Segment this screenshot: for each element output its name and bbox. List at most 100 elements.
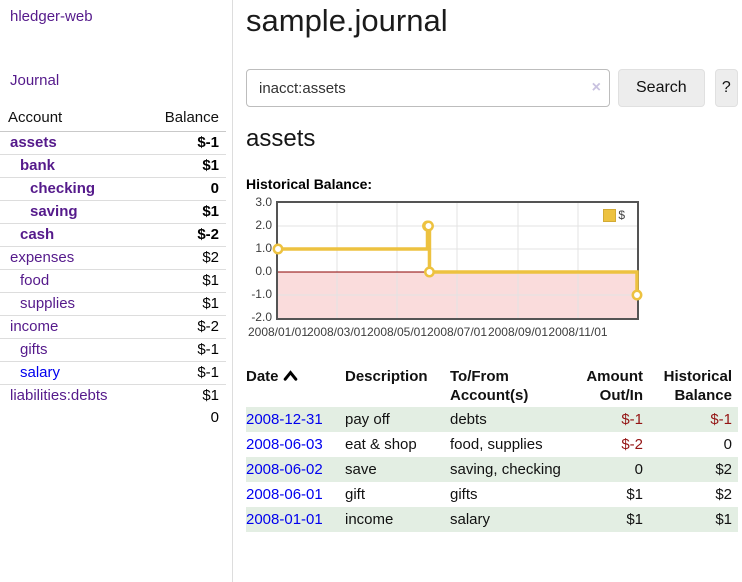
account-balance: $-1	[137, 361, 226, 385]
sidebar-account-link[interactable]: gifts	[20, 341, 48, 358]
account-balance: $-2	[137, 315, 226, 339]
sidebar-account-link[interactable]: checking	[30, 180, 96, 197]
register-balance: $-1	[710, 411, 732, 428]
register-date-link[interactable]: 2008-06-01	[246, 486, 323, 503]
chart-legend: $	[603, 208, 625, 222]
y-tick-label: 3.0	[255, 195, 272, 209]
sidebar-item-journal[interactable]: Journal	[10, 72, 60, 89]
search-form: × Search ?	[246, 69, 738, 107]
sidebar-account-link[interactable]: expenses	[10, 249, 75, 266]
register-balance: $2	[715, 486, 732, 503]
account-balance: $-1	[197, 134, 219, 151]
account-balance: $1	[137, 292, 226, 316]
account-heading: assets	[246, 125, 316, 152]
register-description: eat & shop	[345, 436, 417, 453]
account-row: cash $-2	[0, 223, 226, 247]
register-balance: 0	[723, 436, 732, 453]
register-date-link[interactable]: 2008-12-31	[246, 411, 323, 428]
register-accounts: gifts	[450, 486, 478, 503]
y-tick-label: -1.0	[251, 287, 272, 301]
register-description: pay off	[345, 411, 390, 428]
register-amount: $1	[626, 511, 643, 528]
sort-ascending-icon	[283, 370, 297, 381]
accounts-col-account: Account	[0, 106, 138, 132]
y-tick-label: 0.0	[255, 264, 272, 278]
x-tick-label: 2008/11/01	[548, 325, 608, 339]
register-date-link[interactable]: 2008-01-01	[246, 511, 323, 528]
register-date-link[interactable]: 2008-06-03	[246, 436, 323, 453]
chart-plot: $	[272, 201, 643, 320]
account-row: supplies $1	[0, 292, 226, 316]
account-balance: $1	[137, 154, 226, 178]
x-tick-label: 2008/09/01	[487, 325, 549, 339]
register-balance: $1	[715, 511, 732, 528]
account-balance: $-2	[137, 223, 226, 247]
sidebar-account-link[interactable]: saving	[30, 203, 78, 220]
x-tick-label: 2008/03/01	[306, 325, 368, 339]
chart-title: Historical Balance:	[246, 176, 373, 192]
register-accounts: saving, checking	[450, 461, 561, 478]
search-input[interactable]	[246, 69, 610, 107]
register-amount: $-2	[621, 436, 643, 453]
register-description: save	[345, 461, 377, 478]
clear-search-icon[interactable]: ×	[591, 79, 601, 96]
accounts-total-value: 0	[210, 409, 219, 426]
register-accounts: food, supplies	[450, 436, 543, 453]
sidebar-account-link[interactable]: food	[20, 272, 50, 289]
x-tick-label: 2008/07/01	[426, 325, 488, 339]
account-balance: $1	[137, 384, 226, 407]
register-description: income	[345, 511, 394, 528]
register-date-link[interactable]: 2008-06-02	[246, 461, 323, 478]
x-tick-label: 2008/01/01	[247, 325, 309, 339]
register-col-description: Description	[345, 368, 428, 385]
sidebar-account-link[interactable]: salary	[20, 364, 61, 381]
search-button[interactable]: Search	[618, 69, 705, 107]
register-col-accounts: To/From Account(s)	[450, 368, 529, 404]
account-row: liabilities:debts $1	[0, 384, 226, 407]
register-description: gift	[345, 486, 366, 503]
register-col-date[interactable]: Date	[246, 367, 345, 407]
register-row: 2008-06-01 gift gifts $1 $2	[246, 482, 738, 507]
main-content: sample.journal × Search ? assets Histori…	[246, 2, 738, 532]
account-row: salary $-1	[0, 361, 226, 385]
app-brand-link[interactable]: hledger-web	[10, 8, 93, 25]
y-tick-label: -2.0	[251, 310, 272, 324]
legend-swatch-icon	[603, 208, 617, 222]
account-row: expenses $2	[0, 246, 226, 270]
register-header-row: Date Description To/From Account(s) Amoun…	[246, 367, 738, 407]
legend-label: $	[618, 208, 625, 222]
accounts-table: Account Balance assets $-1 bank $1 checking 0…	[0, 106, 226, 429]
register-table: Date Description To/From Account(s) Amoun…	[246, 367, 738, 532]
register-row: 2008-06-03 eat & shop food, supplies $-2 0	[246, 432, 738, 457]
account-balance: $1	[137, 269, 226, 293]
sidebar: hledger-web Journal Account Balance asse…	[0, 0, 233, 582]
historical-balance-chart: 3.0 2.0 1.0 0.0 -1.0 -2.0 $ 2008/01/01 2008/03…	[246, 196, 666, 343]
accounts-total-row: 0	[0, 407, 226, 429]
account-row: bank $1	[0, 154, 226, 178]
sidebar-account-link[interactable]: assets	[10, 134, 57, 151]
account-row: income $-2	[0, 315, 226, 339]
sidebar-account-link[interactable]: liabilities:debts	[10, 387, 108, 404]
account-row: gifts $-1	[0, 338, 226, 362]
register-accounts: debts	[450, 411, 487, 428]
sidebar-account-link[interactable]: cash	[20, 226, 55, 243]
register-amount: 0	[634, 461, 643, 478]
sidebar-account-link[interactable]: income	[10, 318, 59, 335]
register-row: 2008-01-01 income salary $1 $1	[246, 507, 738, 532]
account-balance: $-1	[137, 338, 226, 362]
y-tick-label: 2.0	[255, 218, 272, 232]
account-balance: $1	[137, 200, 226, 224]
sidebar-account-link[interactable]: supplies	[20, 295, 76, 312]
account-row: saving $1	[0, 200, 226, 224]
account-balance: 0	[137, 177, 226, 201]
help-button[interactable]: ?	[714, 69, 738, 107]
page-title: sample.journal	[246, 3, 448, 38]
account-balance: $2	[137, 246, 226, 270]
account-row: assets $-1	[0, 132, 226, 155]
register-col-amount: Amount Out/In	[586, 368, 643, 404]
account-row: checking 0	[0, 177, 226, 201]
y-tick-label: 1.0	[255, 241, 272, 255]
sidebar-account-link[interactable]: bank	[20, 157, 56, 174]
register-amount: $1	[626, 486, 643, 503]
x-tick-label: 2008/05/01	[366, 325, 428, 339]
